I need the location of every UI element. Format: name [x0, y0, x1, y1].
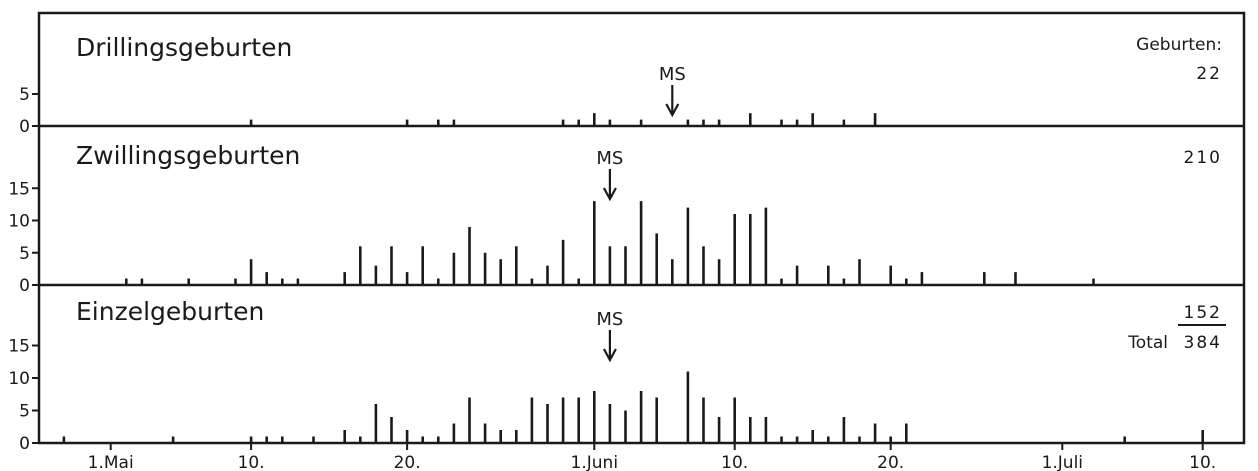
- y-tick-label: 10: [8, 369, 30, 389]
- panel-title: Zwillingsgeburten: [76, 141, 300, 170]
- y-tick-label: 15: [8, 337, 30, 357]
- geburten-header-label: Geburten:: [1136, 35, 1222, 55]
- y-tick-label: 0: [19, 276, 30, 296]
- ms-arrow-head: [602, 187, 617, 202]
- chart-panels: Drillingsgeburten 0 5 MS 22 Zwillingsgeburten…: [8, 33, 1244, 454]
- panel-einzelgeburten: Einzelgeburten 0 5 10 15 MS 152 Total 384: [8, 297, 1226, 454]
- ms-label: MS: [596, 148, 623, 169]
- x-tick-label: 10.: [1189, 453, 1216, 471]
- y-tick-label: 0: [19, 117, 30, 137]
- x-tick-label: 10.: [721, 453, 748, 471]
- panel-drillingsgeburten: Drillingsgeburten 0 5 MS 22: [19, 33, 1244, 137]
- y-tick-label: 10: [8, 212, 30, 232]
- grand-total: 384: [1184, 333, 1222, 353]
- ms-arrow-head: [665, 103, 680, 118]
- x-tick-label: 10.: [238, 453, 265, 471]
- total-label: Total: [1127, 333, 1168, 353]
- x-tick-label: 20.: [877, 453, 904, 471]
- ms-label: MS: [659, 64, 686, 85]
- panel-zwillingsgeburten: Zwillingsgeburten 0 5 10 15 MS 210: [8, 141, 1244, 296]
- x-tick-label: 1.Mai: [88, 453, 134, 471]
- y-tick-label: 0: [19, 434, 30, 454]
- x-axis: 1.Mai 10. 20. 1.Juni 10. 20. 1.Juli 10.: [88, 443, 1216, 471]
- y-tick-label: 5: [19, 85, 30, 105]
- birth-count: 152: [1184, 303, 1222, 323]
- y-tick-label: 5: [19, 402, 30, 422]
- birth-count: 210: [1184, 148, 1222, 168]
- panel-title: Drillingsgeburten: [76, 33, 292, 62]
- ms-arrow-head: [602, 348, 617, 363]
- birth-count: 22: [1196, 64, 1222, 84]
- ms-label: MS: [596, 309, 623, 330]
- panel-title: Einzelgeburten: [76, 297, 264, 326]
- x-tick-label: 1.Juli: [1042, 453, 1083, 471]
- y-tick-label: 5: [19, 244, 30, 264]
- y-tick-label: 15: [8, 179, 30, 199]
- x-tick-label: 20.: [394, 453, 421, 471]
- x-tick-label: 1.Juni: [571, 453, 619, 471]
